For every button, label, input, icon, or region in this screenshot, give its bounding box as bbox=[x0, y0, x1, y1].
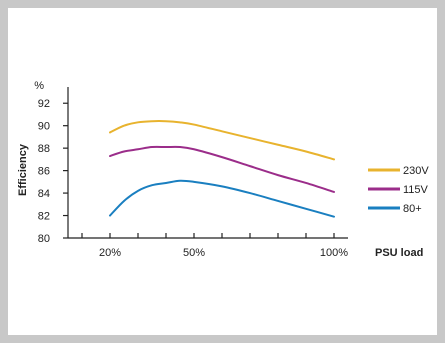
y-tick-label: 84 bbox=[38, 188, 50, 200]
y-tick-label: 82 bbox=[38, 211, 50, 223]
y-tick-label: 86 bbox=[38, 166, 50, 178]
series-lines bbox=[109, 120, 335, 218]
y-tick-label: 92 bbox=[38, 98, 50, 110]
series-line-80 bbox=[109, 179, 335, 218]
y-ticks: 80 82 84 86 88 90 92 bbox=[38, 98, 68, 245]
x-tick-label: 50% bbox=[183, 247, 205, 259]
legend-label: 230V bbox=[403, 165, 429, 177]
legend: 230V 115V 80+ bbox=[368, 165, 429, 215]
legend-label: 80+ bbox=[403, 203, 422, 215]
x-tick-label: 100% bbox=[320, 247, 348, 259]
x-tick-label: 20% bbox=[99, 247, 121, 259]
y-unit-label: % bbox=[34, 80, 44, 92]
y-axis-title: Efficiency bbox=[17, 143, 29, 196]
legend-label: 115V bbox=[403, 184, 429, 196]
axes bbox=[67, 87, 348, 239]
x-axis-title: PSU load bbox=[375, 247, 423, 259]
x-ticks: 20% 50% 100% bbox=[81, 233, 348, 259]
y-tick-label: 90 bbox=[38, 121, 50, 133]
series-line-230v bbox=[109, 120, 335, 161]
y-tick-label: 88 bbox=[38, 143, 50, 155]
y-tick-label: 80 bbox=[38, 233, 50, 245]
series-line-115v bbox=[109, 145, 335, 193]
